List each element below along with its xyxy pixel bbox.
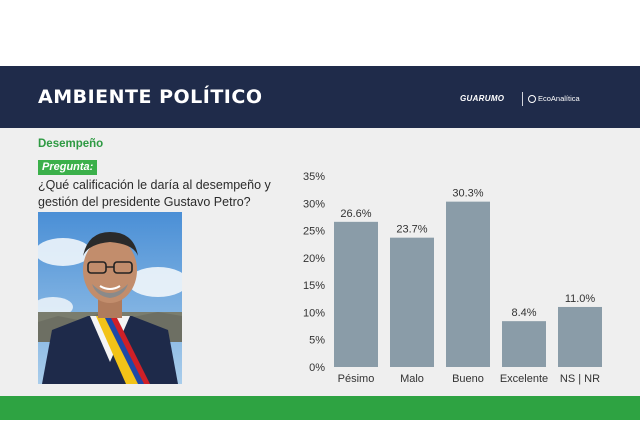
x-category-label: NS | NR <box>560 373 600 385</box>
bar-value-label: 8.4% <box>511 307 536 319</box>
x-category-label: Bueno <box>452 373 484 385</box>
bar-value-label: 23.7% <box>396 224 427 236</box>
president-portrait-photo <box>38 212 182 384</box>
ecoanalitica-mark-icon <box>528 94 536 103</box>
y-tick-label: 15% <box>303 280 325 292</box>
y-tick-label: 30% <box>303 198 325 210</box>
bar <box>558 306 602 367</box>
bar <box>502 321 546 367</box>
bars-group <box>334 201 602 367</box>
bar <box>446 201 490 367</box>
y-axis-ticks: 0% 5% 10% 15% 20% 25% 30% 35% <box>303 171 325 374</box>
page-title: AMBIENTE POLÍTICO <box>38 86 263 108</box>
y-tick-label: 35% <box>303 171 325 183</box>
brand-divider <box>522 92 523 106</box>
x-category-label: Excelente <box>500 373 548 385</box>
bar-value-label: 26.6% <box>340 208 371 220</box>
footer-bar <box>0 396 640 420</box>
y-tick-label: 20% <box>303 253 325 265</box>
y-tick-label: 10% <box>303 307 325 319</box>
y-tick-label: 0% <box>309 362 325 374</box>
bar-value-label: 30.3% <box>452 188 483 200</box>
bar <box>390 237 434 367</box>
guarumo-logo: GUARUMO <box>460 94 505 103</box>
bar-chart: 0% 5% 10% 15% 20% 25% 30% 35% 26.6% 23.7% 30.3% 8.… <box>303 171 602 385</box>
question-text: ¿Qué calificación le daría al desempeño … <box>38 178 271 209</box>
bar <box>334 221 378 367</box>
y-tick-label: 25% <box>303 226 325 238</box>
portrait-illustration <box>38 212 182 384</box>
header-banner: AMBIENTE POLÍTICO GUARUMO EcoAnalítica <box>0 66 640 128</box>
slide: AMBIENTE POLÍTICO GUARUMO EcoAnalítica D… <box>0 66 640 420</box>
pregunta-badge: Pregunta: <box>38 160 98 175</box>
ecoanalitica-label: EcoAnalítica <box>538 94 580 103</box>
section-label: Desempeño <box>38 138 104 150</box>
x-axis-labels-group: Pésimo Malo Bueno Excelente NS | NR <box>338 373 600 385</box>
value-labels-group: 26.6% 23.7% 30.3% 8.4% 11.0% <box>340 188 595 320</box>
x-category-label: Pésimo <box>338 373 375 385</box>
bar-value-label: 11.0% <box>565 293 596 305</box>
ecoanalitica-logo: EcoAnalítica <box>528 94 580 103</box>
y-tick-label: 5% <box>309 335 325 347</box>
x-category-label: Malo <box>400 373 424 385</box>
